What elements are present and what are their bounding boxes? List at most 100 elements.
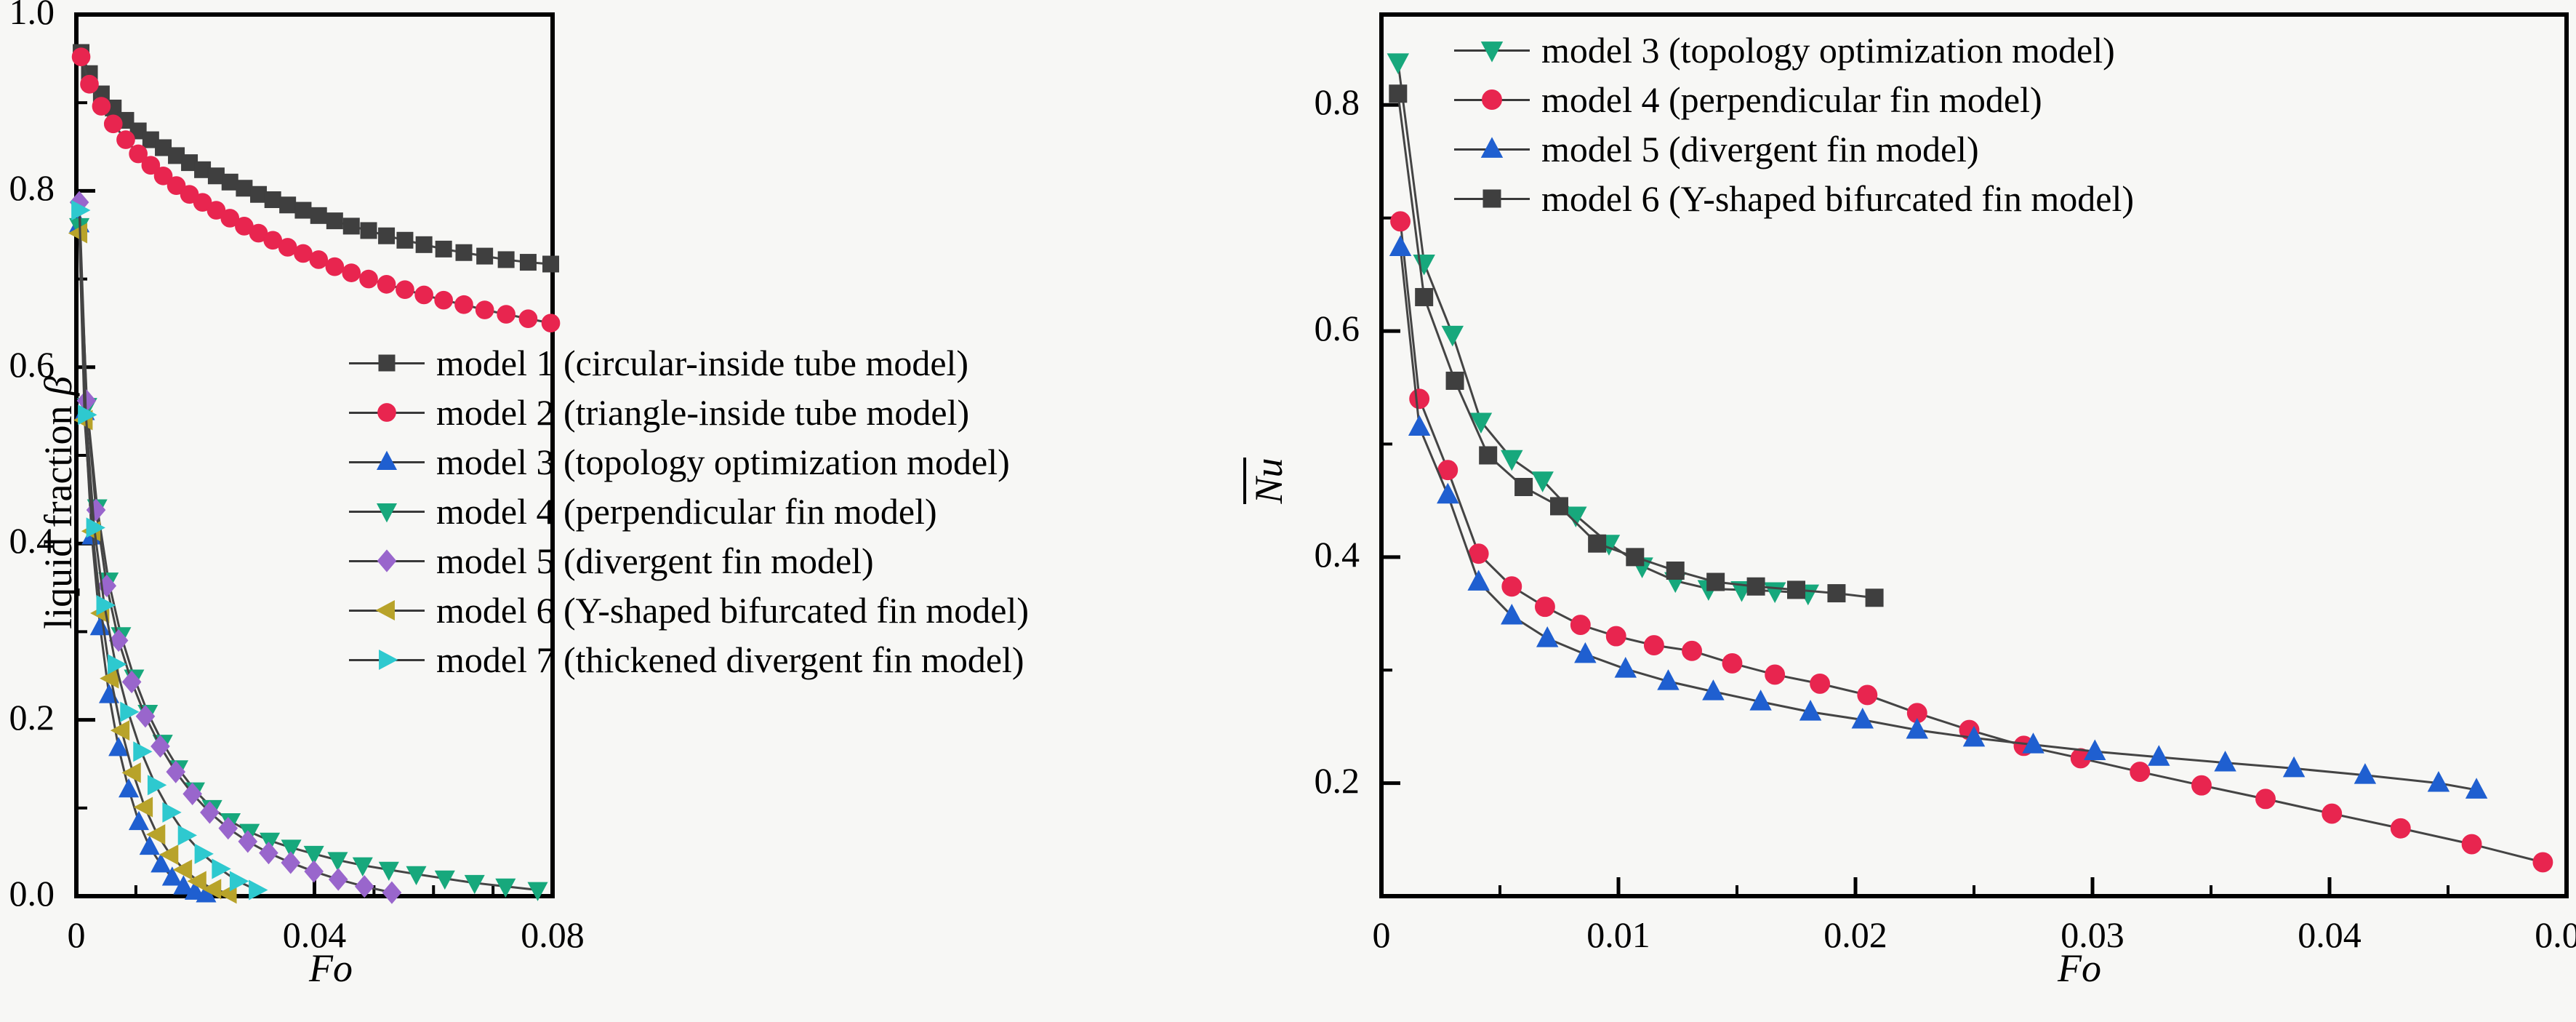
series-marker (464, 874, 485, 895)
series-marker (304, 860, 324, 883)
series-marker (129, 122, 147, 140)
series-marker (2255, 789, 2276, 810)
legend-marker-glyph (377, 549, 397, 572)
legend-marker-swatch (349, 596, 425, 625)
series-marker (218, 817, 238, 840)
legend-item[interactable]: model 4 (perpendicular fin model) (349, 487, 1029, 536)
series-marker (236, 180, 253, 197)
series-marker (153, 166, 173, 185)
data-series (1390, 211, 2553, 873)
legend-marker-glyph (379, 649, 398, 671)
series-marker (378, 227, 396, 244)
legend-item[interactable]: model 6 (Y-shaped bifurcated fin model) (349, 586, 1029, 635)
legend-marker-swatch (1454, 184, 1530, 213)
series-marker (1389, 235, 1412, 256)
legend-item[interactable]: model 1 (circular-inside tube model) (349, 338, 1029, 388)
legend-item-label: model 4 (perpendicular fin model) (436, 491, 937, 532)
series-marker (182, 782, 202, 806)
series-marker (1702, 679, 1725, 700)
legend-item-label: model 6 (Y-shaped bifurcated fin model) (1541, 178, 2135, 219)
series-marker (1666, 561, 1685, 580)
legend-item-label: model 4 (perpendicular fin model) (1541, 79, 2042, 120)
series-marker (281, 839, 302, 859)
series-marker (382, 881, 402, 904)
series-marker (541, 314, 561, 333)
legend-item[interactable]: model 3 (topology optimization model) (1454, 25, 2134, 75)
legend-item[interactable]: model 7 (thickened divergent fin model) (349, 635, 1029, 684)
series-marker (78, 404, 97, 426)
series-marker (128, 810, 150, 831)
series-marker (80, 74, 99, 94)
series-marker (250, 185, 268, 203)
series-marker (133, 741, 153, 762)
legend-item[interactable]: model 5 (divergent fin model) (349, 536, 1029, 586)
legend-item[interactable]: model 4 (perpendicular fin model) (1454, 75, 2134, 124)
legend-marker-swatch (349, 398, 425, 427)
series-marker (1390, 211, 1411, 232)
series-marker (200, 801, 220, 824)
series-marker (518, 309, 538, 328)
series-marker (173, 875, 194, 895)
series-marker (1657, 669, 1680, 690)
series-marker (327, 852, 348, 871)
data-series (71, 200, 268, 901)
series-marker (151, 735, 170, 758)
legend-item[interactable]: model 3 (topology optimization model) (349, 437, 1029, 487)
series-marker (415, 236, 433, 253)
series-marker (1415, 287, 1434, 306)
series-marker (1441, 325, 1464, 347)
legend-marker-icon (376, 503, 398, 523)
series-marker (2465, 778, 2488, 799)
legend-marker-swatch (1454, 36, 1530, 65)
series-marker (103, 114, 123, 134)
series-marker (161, 866, 182, 886)
series-marker (1799, 700, 1822, 721)
legend-marker-glyph (376, 450, 398, 470)
series-marker (1787, 580, 1805, 599)
series-marker (145, 824, 166, 845)
x-tick-label: 0.01 (1586, 914, 1650, 955)
data-series (69, 191, 402, 904)
legend-marker-swatch (349, 497, 425, 526)
series-marker (1501, 603, 1523, 625)
legend-marker-glyph (376, 503, 398, 523)
y-tick-label: 0.2 (9, 696, 55, 738)
legend-item-label: model 6 (Y-shaped bifurcated fin model) (436, 590, 1030, 631)
y-tick-label: 0.0 (9, 873, 55, 914)
series-marker (71, 200, 91, 221)
series-marker (476, 247, 494, 265)
legend-marker-swatch (349, 546, 425, 575)
series-marker (1906, 717, 1928, 739)
series-marker (1810, 673, 1831, 694)
series-marker (1536, 626, 1559, 647)
series-marker (147, 775, 167, 796)
right-chart-canvas (1379, 12, 2569, 898)
series-marker (354, 875, 374, 898)
series-marker (221, 173, 238, 191)
series-marker (434, 290, 453, 310)
y-tick-label: 1.0 (9, 0, 55, 32)
series-marker (2282, 756, 2306, 778)
series-marker (1827, 584, 1846, 603)
series-marker (1722, 652, 1743, 674)
series-marker (406, 866, 427, 886)
series-marker (1437, 482, 1459, 504)
series-marker (108, 628, 129, 652)
series-marker (2390, 818, 2411, 839)
legend-item[interactable]: model 6 (Y-shaped bifurcated fin model) (1454, 174, 2134, 223)
series-marker (108, 654, 127, 675)
legend-item[interactable]: model 5 (divergent fin model) (1454, 124, 2134, 174)
series-marker (187, 871, 206, 892)
series-marker (141, 156, 161, 175)
series-marker (309, 250, 329, 269)
axis-ticks (1379, 103, 2569, 896)
legend-marker-swatch (349, 348, 425, 378)
legend-marker-swatch (1454, 135, 1530, 164)
legend-item[interactable]: model 2 (triangle-inside tube model) (349, 388, 1029, 437)
series-marker (1389, 84, 1408, 103)
series-marker (2130, 762, 2151, 783)
series-marker (434, 870, 455, 890)
series-marker (1962, 725, 1986, 747)
series-marker (1605, 626, 1626, 647)
series-marker (2022, 732, 2045, 754)
